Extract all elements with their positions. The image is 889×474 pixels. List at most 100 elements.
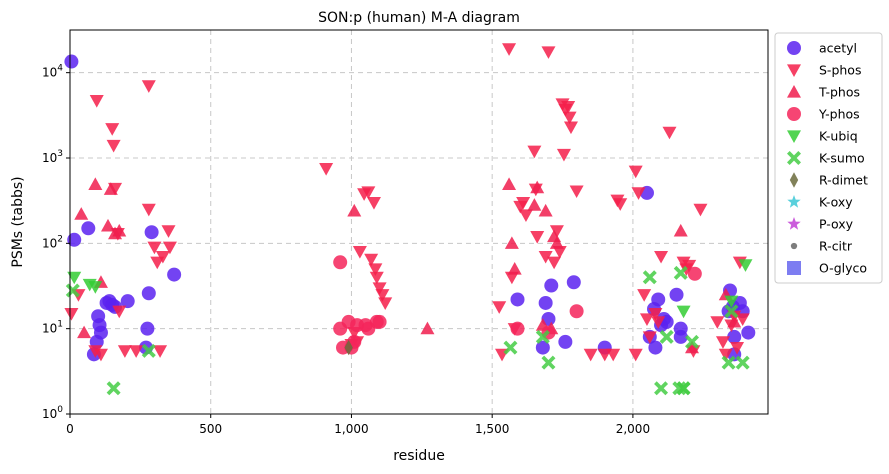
- data-point: [366, 197, 381, 210]
- data-point: [685, 334, 700, 349]
- legend-marker: [789, 172, 799, 188]
- data-point: [347, 203, 362, 217]
- data-point: [549, 225, 564, 238]
- data-point: [510, 321, 525, 336]
- legend-item: K-sumo: [787, 151, 865, 166]
- data-point: [673, 329, 688, 344]
- data-point: [93, 325, 108, 340]
- data-point: [161, 225, 176, 238]
- series-acetyl: [64, 54, 756, 362]
- data-point: [687, 266, 702, 281]
- data-point: [502, 43, 517, 56]
- data-points: [64, 43, 756, 396]
- legend-label: R-dimet: [819, 173, 868, 188]
- y-tick-label: 102: [42, 234, 63, 250]
- data-point: [721, 355, 736, 370]
- data-point: [65, 283, 80, 298]
- legend-marker: [787, 130, 801, 143]
- data-point: [673, 265, 688, 280]
- data-point: [563, 121, 578, 135]
- data-point: [64, 54, 79, 69]
- y-axis-label: PSMs (tabbs): [10, 176, 26, 267]
- legend-marker: [787, 85, 801, 98]
- data-point: [153, 345, 168, 358]
- data-point: [368, 263, 383, 277]
- data-point: [162, 241, 177, 255]
- legend-marker: [787, 217, 801, 230]
- legend-item: P-oxy: [787, 217, 854, 232]
- data-point: [642, 331, 657, 344]
- data-point: [735, 313, 750, 326]
- data-point: [558, 334, 573, 349]
- data-point: [562, 111, 577, 125]
- data-point: [535, 340, 550, 355]
- data-point: [88, 281, 103, 294]
- legend-label: K-sumo: [819, 151, 865, 166]
- data-point: [544, 278, 559, 293]
- data-point: [541, 46, 556, 59]
- data-point: [613, 198, 628, 211]
- data-point: [81, 221, 96, 236]
- series-k-ubiq: [67, 259, 753, 319]
- data-point: [518, 209, 533, 222]
- data-point: [503, 340, 518, 355]
- data-point: [651, 316, 666, 329]
- legend-item: K-ubiq: [787, 129, 858, 144]
- legend-marker: [790, 242, 798, 250]
- data-point: [106, 139, 121, 153]
- data-point: [561, 101, 576, 114]
- data-point: [642, 270, 657, 285]
- data-point: [103, 182, 118, 195]
- data-point: [155, 250, 170, 264]
- data-point: [378, 297, 393, 310]
- data-point: [654, 381, 669, 396]
- x-tick-label: 1,000: [334, 422, 368, 436]
- series-t-phos: [74, 177, 742, 354]
- legend-label: T-phos: [818, 85, 860, 100]
- data-point: [676, 256, 691, 270]
- data-point: [735, 355, 750, 370]
- data-point: [738, 259, 753, 272]
- legend-marker: [787, 151, 801, 165]
- data-point: [88, 345, 103, 358]
- data-point: [141, 286, 156, 301]
- legend-item: Y-phos: [787, 107, 860, 122]
- data-point: [67, 232, 82, 247]
- data-point: [662, 126, 677, 140]
- data-point: [64, 308, 79, 321]
- data-point: [628, 165, 643, 179]
- y-tick-label: 103: [42, 149, 63, 165]
- data-point: [100, 218, 115, 232]
- legend-label: O-glyco: [819, 261, 867, 276]
- data-point: [77, 325, 92, 339]
- data-point: [637, 289, 652, 302]
- legend-item: R-citr: [790, 239, 853, 254]
- y-tick-label: 101: [42, 320, 63, 336]
- data-point: [715, 336, 730, 349]
- data-point: [507, 262, 522, 275]
- data-point: [120, 294, 135, 309]
- data-point: [112, 223, 127, 237]
- data-point: [730, 341, 745, 355]
- data-point: [502, 177, 517, 191]
- data-point: [556, 148, 571, 162]
- legend-label: R-citr: [819, 239, 853, 254]
- data-point: [344, 339, 353, 356]
- legend-label: Y-phos: [818, 107, 860, 122]
- data-point: [693, 203, 708, 217]
- series-k-sumo: [65, 265, 750, 396]
- data-point: [369, 271, 384, 285]
- data-point: [144, 225, 159, 240]
- data-point: [150, 256, 165, 270]
- data-point: [129, 345, 144, 358]
- data-point: [141, 80, 156, 93]
- legend-label: P-oxy: [819, 217, 854, 232]
- data-point: [530, 230, 545, 244]
- data-point: [538, 250, 553, 264]
- data-point: [492, 301, 507, 314]
- legend-label: K-oxy: [819, 195, 853, 210]
- data-point: [93, 348, 108, 362]
- data-point: [538, 295, 553, 310]
- data-point: [535, 329, 550, 344]
